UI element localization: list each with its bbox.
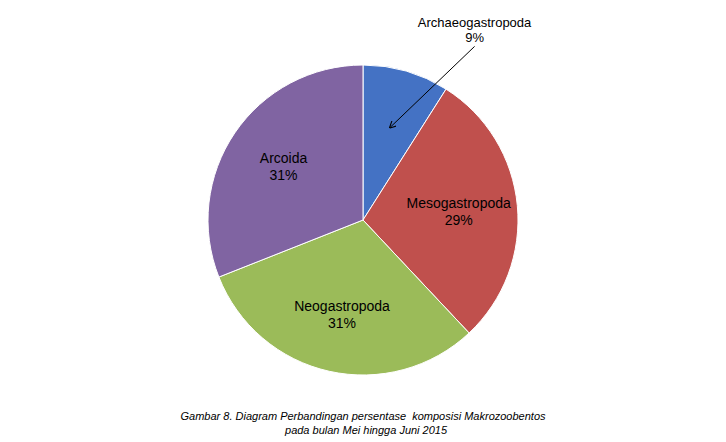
annotation-arrow xyxy=(390,46,475,127)
annotation: Archaeogastropoda9% xyxy=(418,15,532,45)
slice-label: Arcoida xyxy=(260,150,308,166)
caption-line: Gambar 8. Diagram Perbandingan persentas… xyxy=(180,410,546,422)
slice-value-label: 31% xyxy=(270,167,298,183)
caption: Gambar 8. Diagram Perbandingan persentas… xyxy=(180,410,546,436)
data-label: Mesogastropoda29% xyxy=(407,195,512,228)
data-label: Neogastropoda31% xyxy=(294,298,390,331)
slice-label: Mesogastropoda xyxy=(407,195,512,211)
data-label: Arcoida31% xyxy=(260,150,308,183)
slice-value-label: 31% xyxy=(328,315,356,331)
slice-label: Neogastropoda xyxy=(294,298,390,314)
caption-line: pada bulan Mei hingga Juni 2015 xyxy=(279,424,448,436)
pie xyxy=(208,65,518,375)
labels: Archaeogastropoda9% Mesogastropoda29% Neog… xyxy=(260,15,532,330)
slice-value-label: 9% xyxy=(465,30,484,45)
slice-value-label: 29% xyxy=(445,212,473,228)
slice-label: Archaeogastropoda xyxy=(418,15,532,30)
slice xyxy=(208,65,363,277)
chart: Archaeogastropoda9% Mesogastropoda29% Neog… xyxy=(0,0,726,442)
